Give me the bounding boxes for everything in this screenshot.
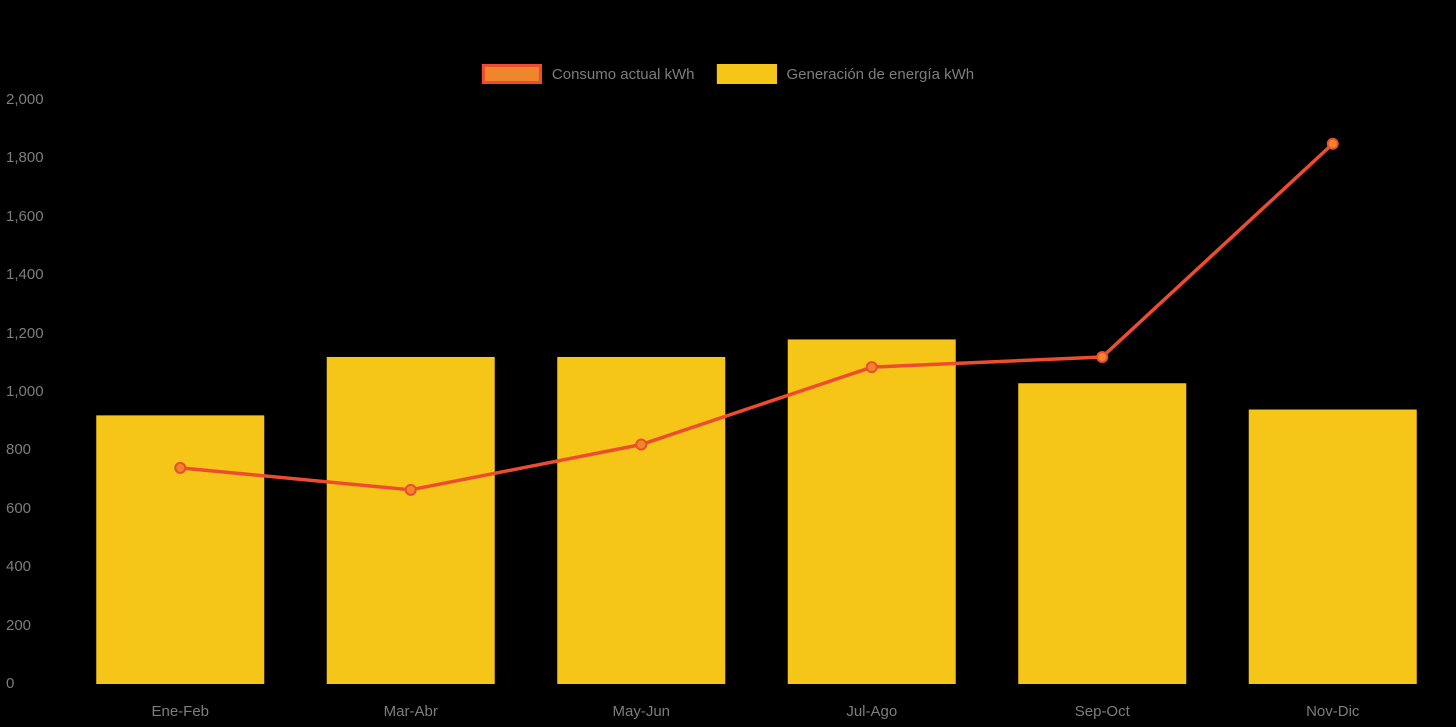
generacion-energia-swatch <box>716 64 777 84</box>
legend-item-generacion-energia[interactable]: Generación de energía kWh <box>716 64 974 84</box>
consumo-actual-swatch <box>481 64 542 84</box>
consumo-point-may-jun <box>635 438 648 451</box>
consumo-point-mar-abr <box>404 483 417 496</box>
consumo-point-jul-ago <box>865 361 878 374</box>
legend-label-consumo-actual: Consumo actual kWh <box>551 65 695 83</box>
bar-may-jun <box>557 356 726 684</box>
chart-legend: Consumo actual kWh Generación de energía… <box>481 64 974 84</box>
consumo-point-ene-feb <box>174 461 187 474</box>
legend-item-consumo-actual[interactable]: Consumo actual kWh <box>481 64 695 84</box>
consumo-point-sep-oct <box>1096 350 1109 363</box>
bar-mar-abr <box>326 356 495 684</box>
legend-label-generacion-energia: Generación de energía kWh <box>786 65 975 83</box>
bar-sep-oct <box>1018 383 1187 684</box>
bar-nov-dic <box>1248 409 1417 684</box>
bar-ene-feb <box>96 415 265 684</box>
bar-jul-ago <box>787 339 956 684</box>
consumo-point-nov-dic <box>1326 137 1339 150</box>
consumo-actual-line <box>180 142 1334 492</box>
